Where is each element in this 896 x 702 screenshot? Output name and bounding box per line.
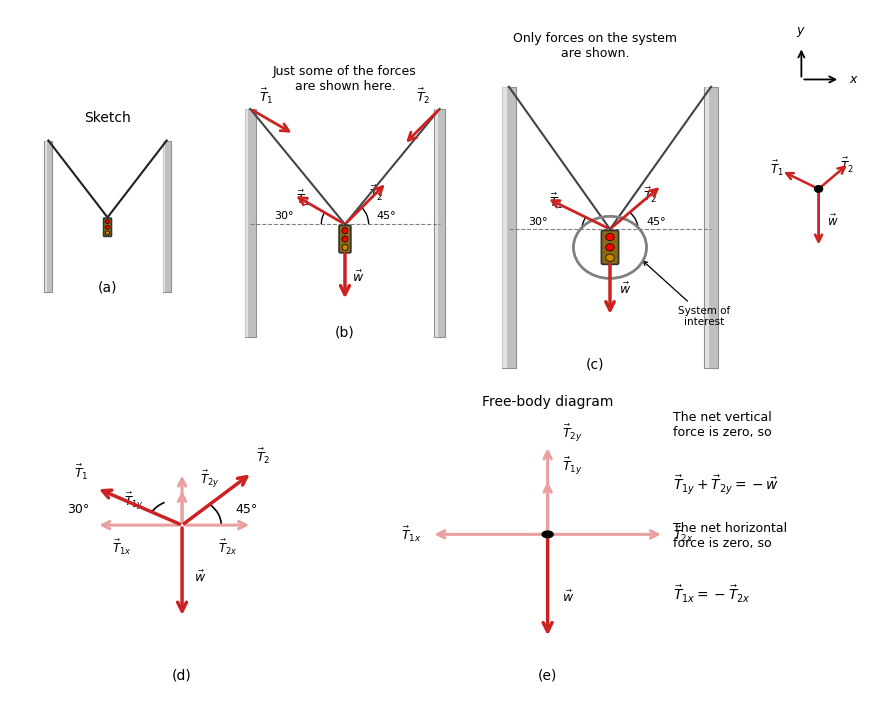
Text: $\vec{T}_{2y}$: $\vec{T}_{2y}$ (200, 469, 219, 490)
FancyBboxPatch shape (601, 230, 618, 265)
Bar (704, 87, 709, 368)
Text: $y$: $y$ (797, 25, 806, 39)
Text: $\vec{T}_1$: $\vec{T}_1$ (73, 463, 88, 482)
Text: $\vec{T}_2$: $\vec{T}_2$ (840, 156, 853, 175)
Text: $\vec{w}$: $\vec{w}$ (352, 270, 365, 285)
Circle shape (342, 244, 348, 251)
Text: The net vertical
force is zero, so: The net vertical force is zero, so (674, 411, 772, 439)
Text: $\vec{w}$: $\vec{w}$ (827, 214, 839, 230)
Text: Just some of the forces
are shown here.: Just some of the forces are shown here. (273, 65, 417, 93)
Text: $\vec{T}_{1x}$: $\vec{T}_{1x}$ (401, 524, 422, 544)
Text: $\vec{T}_1$: $\vec{T}_1$ (549, 191, 564, 211)
Text: $x$: $x$ (849, 73, 858, 86)
Text: $\vec{T}_{1y}$: $\vec{T}_{1y}$ (562, 456, 582, 477)
Text: (d): (d) (172, 668, 192, 682)
Circle shape (606, 233, 615, 241)
Text: Sketch: Sketch (84, 111, 131, 125)
Circle shape (106, 220, 109, 224)
FancyBboxPatch shape (104, 218, 111, 237)
Text: $\vec{w}$: $\vec{w}$ (618, 282, 631, 297)
Text: $\vec{T}_1$: $\vec{T}_1$ (770, 159, 783, 178)
Text: $\vec{T}_1$: $\vec{T}_1$ (259, 86, 273, 106)
Text: 45°: 45° (236, 503, 258, 516)
Text: (a): (a) (98, 280, 117, 294)
Text: 30°: 30° (67, 503, 90, 516)
Text: The net horizontal
force is zero, so: The net horizontal force is zero, so (674, 522, 788, 550)
Text: $\vec{w}$: $\vec{w}$ (194, 569, 207, 585)
Bar (703, 87, 719, 368)
Circle shape (342, 227, 348, 234)
Text: (b): (b) (335, 326, 355, 340)
Text: 45°: 45° (376, 211, 396, 221)
Circle shape (606, 254, 615, 261)
Text: $\vec{T}_{2x}$: $\vec{T}_{2x}$ (674, 524, 694, 544)
Circle shape (106, 225, 109, 230)
Text: $\vec{T}_1$: $\vec{T}_1$ (297, 189, 311, 208)
Bar (163, 140, 170, 292)
Bar (435, 109, 438, 337)
Text: System of
interest: System of interest (643, 261, 731, 327)
Text: Only forces on the system
are shown.: Only forces on the system are shown. (513, 32, 677, 60)
Text: $\vec{T}_{2x}$: $\vec{T}_{2x}$ (218, 538, 237, 557)
Text: 30°: 30° (528, 218, 547, 227)
Circle shape (541, 530, 554, 538)
Text: $\vec{T}_{1x} = -\vec{T}_{2x}$: $\vec{T}_{1x} = -\vec{T}_{2x}$ (674, 584, 751, 605)
Circle shape (814, 185, 823, 193)
Text: $\vec{T}_2$: $\vec{T}_2$ (369, 184, 383, 204)
Text: 45°: 45° (647, 218, 667, 227)
Text: $\vec{w}$: $\vec{w}$ (562, 590, 574, 605)
Circle shape (606, 244, 615, 251)
Text: $\vec{T}_2$: $\vec{T}_2$ (417, 86, 431, 106)
Bar (503, 87, 506, 368)
Bar (163, 140, 166, 292)
Text: $\vec{T}_2$: $\vec{T}_2$ (256, 447, 271, 467)
FancyBboxPatch shape (339, 225, 351, 253)
Circle shape (106, 231, 109, 234)
Bar (246, 109, 248, 337)
Bar (45, 140, 47, 292)
Bar (245, 109, 256, 337)
Text: (c): (c) (586, 357, 604, 371)
Text: $\vec{T}_{1y}$: $\vec{T}_{1y}$ (124, 491, 143, 512)
Bar (45, 140, 52, 292)
Text: $\vec{T}_{2y}$: $\vec{T}_{2y}$ (562, 423, 582, 444)
Text: $\vec{T}_2$: $\vec{T}_2$ (642, 185, 657, 205)
Text: Free-body diagram: Free-body diagram (482, 395, 614, 409)
Bar (502, 87, 516, 368)
Text: $\vec{T}_{1x}$: $\vec{T}_{1x}$ (112, 538, 132, 557)
Bar (434, 109, 445, 337)
Text: (e): (e) (538, 668, 557, 682)
Text: $\vec{T}_{1y} + \vec{T}_{2y} = -\vec{w}$: $\vec{T}_{1y} + \vec{T}_{2y} = -\vec{w}$ (674, 472, 780, 496)
Text: 30°: 30° (273, 211, 293, 221)
Circle shape (342, 236, 348, 242)
